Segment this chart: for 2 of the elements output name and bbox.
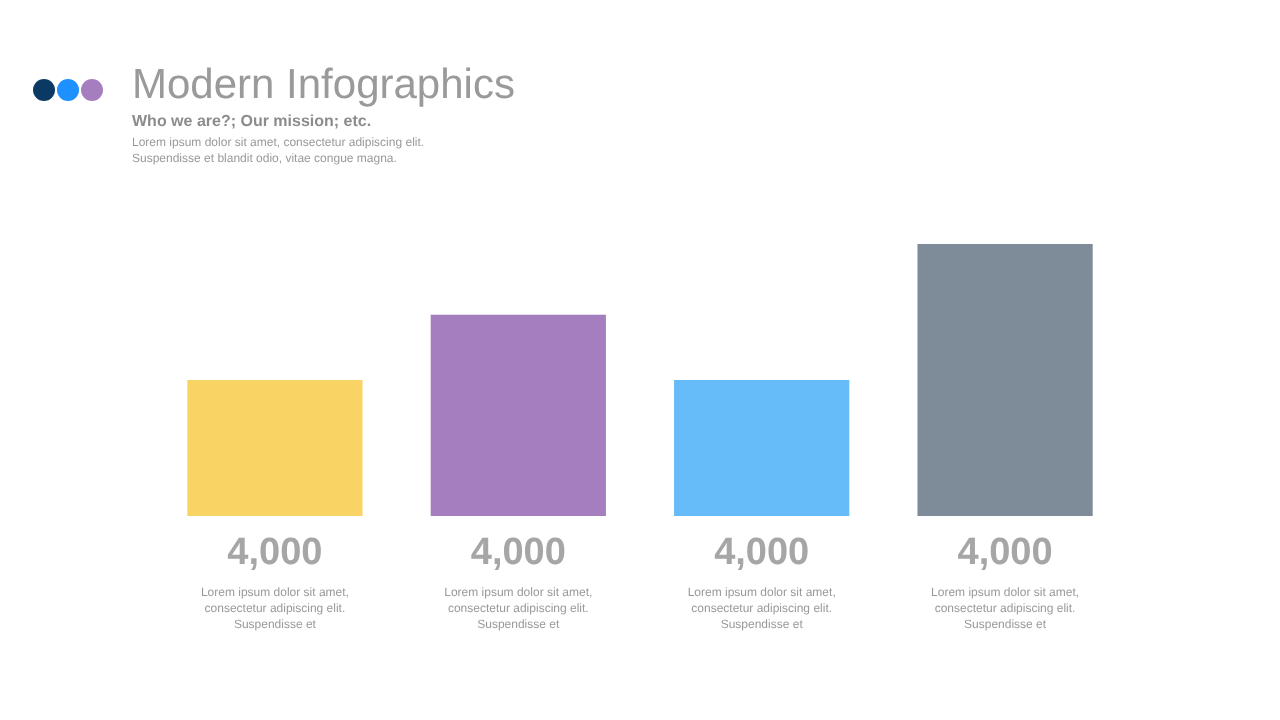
chart-title: Modern Infographics (132, 62, 515, 108)
chart-subtitle: Who we are?; Our mission; etc. (132, 112, 372, 130)
